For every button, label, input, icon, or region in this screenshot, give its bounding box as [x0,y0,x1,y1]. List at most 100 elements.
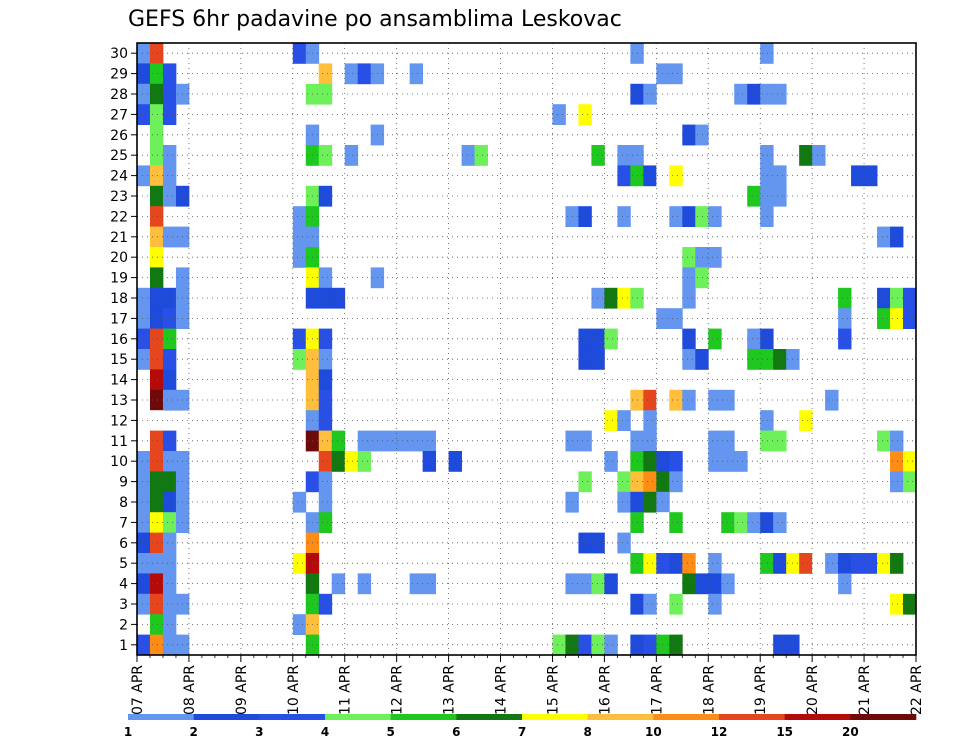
x-tick-label: 19 APR [753,665,769,715]
colorbar-label: 5 [386,725,394,739]
heatmap-cell [760,512,774,533]
y-tick-label: 25 [110,148,128,164]
heatmap-cell [591,349,605,370]
heatmap-cell [149,491,164,513]
heatmap-cell [149,532,164,554]
heatmap-cell [617,287,631,309]
y-tick-label: 16 [110,332,128,348]
heatmap-cell [162,451,177,472]
heatmap-cell [149,104,164,125]
heatmap-cell [149,63,164,85]
heatmap-cell [591,634,605,656]
heatmap-cell [903,451,917,472]
heatmap-cell [149,410,164,431]
heatmap-cell [760,349,774,370]
heatmap-cell [734,512,748,533]
heatmap-cell [903,287,917,309]
heatmap-cell [292,614,307,635]
heatmap-cell [137,471,151,493]
heatmap-cell [617,491,631,513]
y-tick-label: 7 [119,515,128,531]
heatmap-cell [695,124,709,146]
heatmap-cell [604,328,618,350]
heatmap-cell [318,287,333,309]
heatmap-cell [682,287,696,309]
y-tick-label: 13 [110,393,128,409]
heatmap-cell [799,410,813,431]
heatmap-cell [669,471,683,493]
heatmap-cell [669,389,683,411]
heatmap-cell [162,491,177,513]
heatmap-cell [825,553,839,574]
heatmap-cell [682,247,696,268]
y-tick-label: 9 [119,475,128,491]
heatmap-cell [318,145,333,166]
y-tick-label: 22 [110,209,128,225]
y-tick-label: 5 [119,556,128,572]
heatmap-cell [877,430,891,452]
y-tick-label: 11 [110,434,128,450]
heatmap-cell [708,553,722,574]
colorbar-label: 10 [645,725,662,739]
heatmap-cell [617,410,631,431]
heatmap-cell [409,63,424,85]
heatmap-cell [578,471,592,493]
heatmap-cell [591,532,605,554]
colorbar-segment [128,714,194,720]
heatmap-cell [149,593,164,615]
heatmap-cell [318,471,333,493]
x-tick-label: 14 APR [494,665,510,715]
heatmap-cell [552,104,566,125]
heatmap-cell [149,247,164,268]
heatmap-cell [149,349,164,370]
heatmap-cell [318,63,333,85]
heatmap-cell [137,104,151,125]
x-tick-label: 20 APR [805,665,821,715]
colorbar-label: 12 [711,725,728,739]
heatmap-cell [656,165,670,187]
heatmap-cell [149,267,164,289]
heatmap-cell [734,451,748,472]
heatmap-cell [357,573,372,595]
heatmap-cell [137,308,151,329]
heatmap-cell [890,451,904,472]
y-tick-label: 14 [110,373,128,389]
heatmap-cell [292,206,307,227]
heatmap-cell [708,430,722,452]
y-tick-label: 17 [110,311,128,327]
heatmap-cell [591,145,605,166]
heatmap-cell [137,491,151,513]
heatmap-cell [773,553,787,574]
heatmap-cell [669,451,683,472]
heatmap-cell [149,553,164,574]
heatmap-cell [604,410,618,431]
colorbar-segment [653,714,720,720]
heatmap-cell [149,573,164,595]
heatmap-cell [292,349,307,370]
heatmap-cell [318,451,333,472]
heatmap-cell [877,308,891,329]
heatmap-cell [617,165,631,187]
heatmap-cell [760,410,774,431]
heatmap-cell [137,165,151,187]
heatmap-cell [357,63,372,85]
heatmap-cell [383,430,398,452]
heatmap-cell [162,145,177,166]
heatmap-cells [137,43,917,656]
heatmap-cell [137,83,151,105]
heatmap-cell [162,349,177,370]
y-tick-label: 20 [110,250,128,266]
heatmap-cell [331,287,346,309]
colorbar-label: 15 [776,725,793,739]
heatmap-cell [162,369,177,391]
heatmap-cell [747,328,761,350]
heatmap-cell [292,247,307,268]
heatmap-cell [643,471,657,493]
heatmap-cell [162,328,177,350]
heatmap-cell [669,553,683,574]
y-tick-label: 23 [110,189,128,205]
heatmap-cell [747,83,761,105]
heatmap-cell [773,83,787,105]
x-tick-label: 18 APR [701,665,717,715]
heatmap-cell [773,634,787,656]
